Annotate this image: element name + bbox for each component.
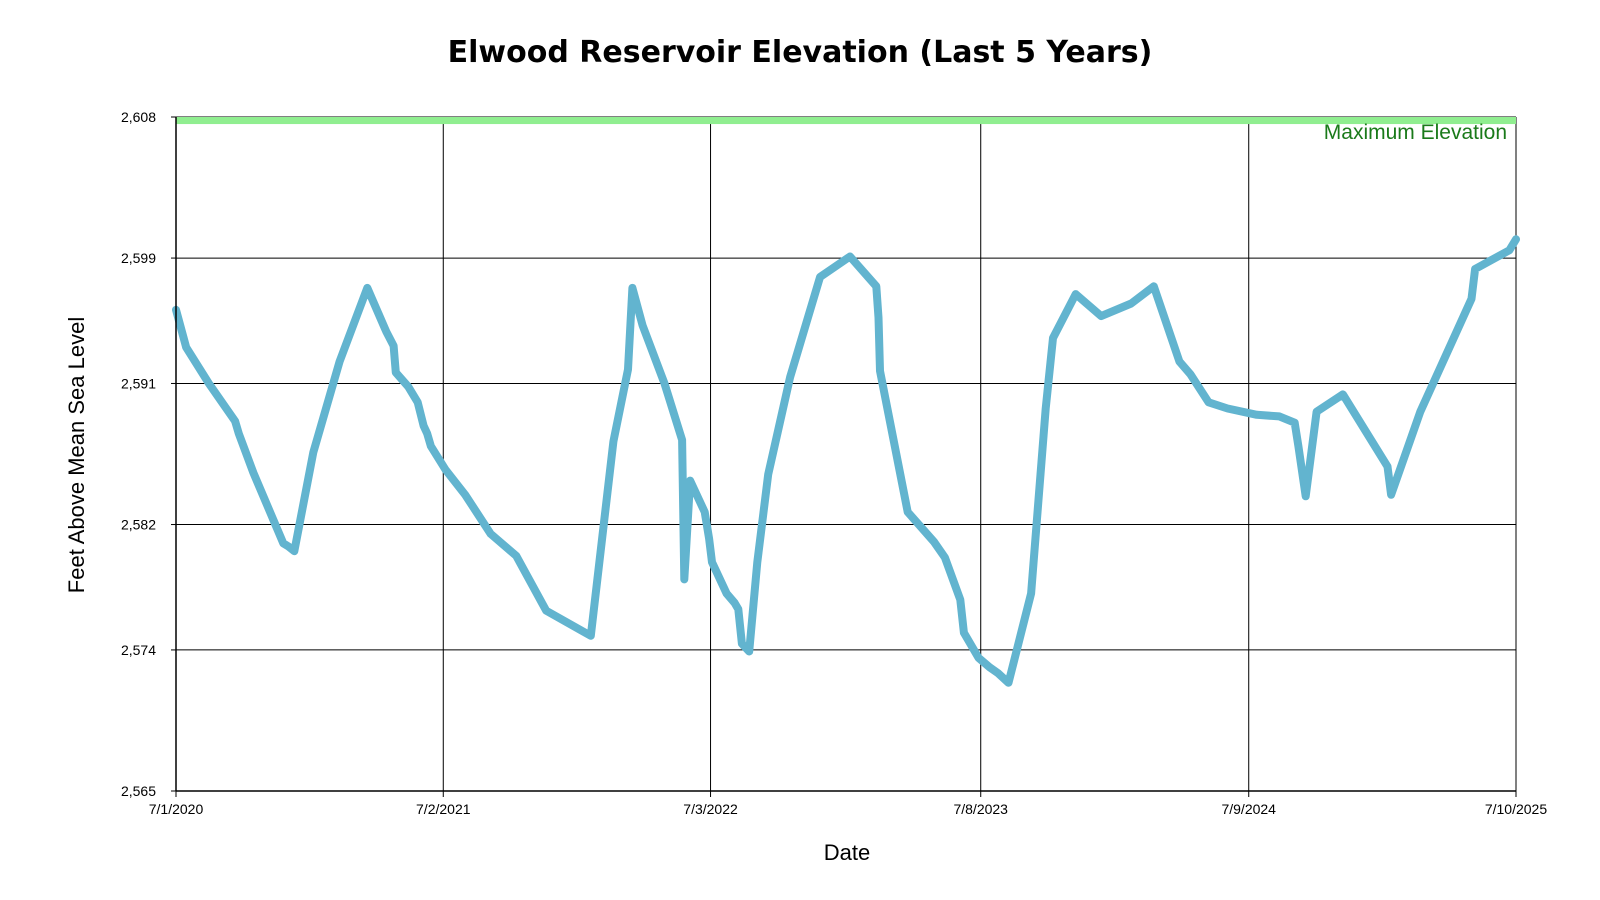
y-tick-label: 2,599 <box>121 250 156 266</box>
series-layer <box>172 235 1520 687</box>
x-tick-label: 7/1/2020 <box>149 801 204 817</box>
maximum-elevation-label: Maximum Elevation <box>1324 121 1507 144</box>
elevation-series-line <box>172 235 1520 687</box>
y-tick-label: 2,582 <box>121 517 156 533</box>
x-axis-title: Date <box>824 840 870 865</box>
y-tick-label: 2,591 <box>121 375 156 391</box>
maximum-elevation-band: Maximum Elevation <box>176 117 1516 144</box>
y-tick-label: 2,574 <box>121 642 156 658</box>
x-tick-label: 7/2/2021 <box>416 801 471 817</box>
chart-title: Elwood Reservoir Elevation (Last 5 Years… <box>448 35 1153 70</box>
x-tick-label: 7/10/2025 <box>1485 801 1547 817</box>
tick-labels: 2,565 2,574 2,582 2,591 2,599 2,608 7/1/2020 7/… <box>121 109 1547 817</box>
y-tick-label: 2,608 <box>121 109 156 125</box>
maximum-elevation-band-fill <box>176 117 1516 125</box>
axes <box>171 116 1517 797</box>
x-tick-label: 7/3/2022 <box>683 801 738 817</box>
x-tick-label: 7/9/2024 <box>1221 801 1276 817</box>
y-axis-title: Feet Above Mean Sea Level <box>64 317 89 593</box>
y-tick-label: 2,565 <box>121 783 156 799</box>
x-tick-label: 7/8/2023 <box>953 801 1008 817</box>
